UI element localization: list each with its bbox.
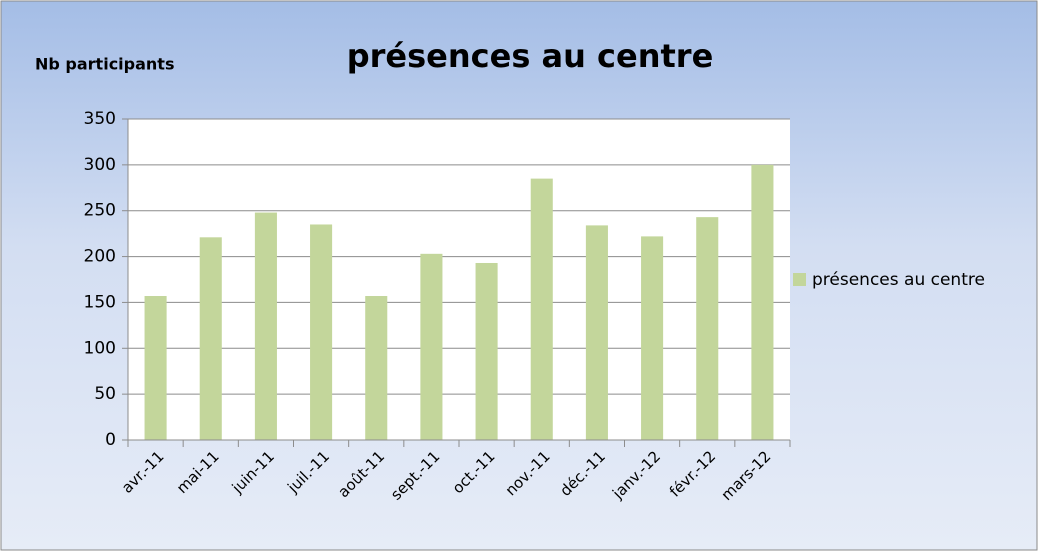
plot-area	[128, 119, 790, 440]
bar	[641, 236, 664, 440]
y-tick-label: 250	[84, 201, 116, 221]
legend-swatch	[793, 273, 806, 286]
bar	[530, 178, 553, 440]
legend-label: présences au centre	[812, 270, 985, 290]
y-tick-label: 200	[84, 247, 116, 267]
y-tick-label: 350	[84, 109, 116, 129]
y-axis-label: Nb participants	[35, 55, 174, 74]
bar	[696, 217, 719, 440]
bar	[475, 262, 498, 440]
y-tick-label: 100	[84, 338, 116, 358]
y-tick-label: 150	[84, 292, 116, 312]
y-tick-label: 0	[105, 430, 116, 450]
bar	[751, 164, 774, 440]
chart-title: présences au centre	[347, 37, 714, 75]
bar	[365, 296, 388, 440]
bar	[144, 296, 167, 440]
bar	[254, 212, 277, 440]
bar	[420, 253, 443, 440]
bar	[310, 224, 333, 440]
y-tick-label: 300	[84, 155, 116, 175]
bar	[199, 237, 222, 440]
y-tick-label: 50	[94, 384, 116, 404]
bar	[585, 225, 608, 440]
